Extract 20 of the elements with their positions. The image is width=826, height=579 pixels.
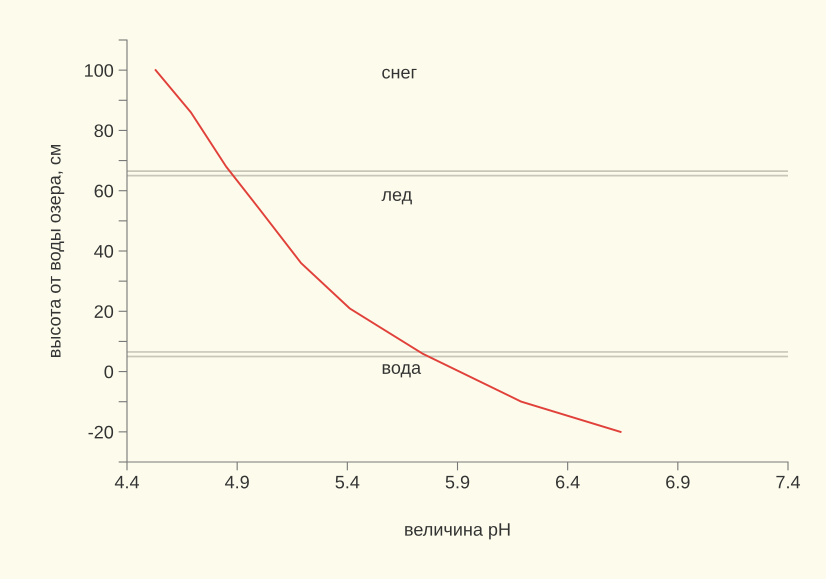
x-tick-label: 5.4 [336,476,360,488]
y-tick-label: 20 [94,305,114,318]
x-tick-label: 7.4 [776,476,800,488]
y-tick-label: 0 [104,366,114,378]
annotation: снег [382,68,417,79]
x-tick-label: 4.9 [225,476,249,488]
annotation: лед [382,191,412,204]
y-tick-label: -20 [88,426,114,439]
y-tick-label: 60 [94,184,114,198]
y-axis-title: высота от воды озера, см [50,144,64,358]
x-tick-label: 5.9 [446,476,470,488]
x-tick-label: 6.9 [666,476,690,488]
line-series [154,69,622,433]
y-tick-label: 40 [94,244,114,258]
x-axis-title: величина pH [405,523,510,540]
annotation: вода [382,364,422,378]
y-tick-label: 100 [85,64,114,77]
x-tick-label: 4.4 [114,476,140,488]
y-tick-label: 80 [94,124,114,138]
x-tick-label: 6.4 [556,476,580,488]
